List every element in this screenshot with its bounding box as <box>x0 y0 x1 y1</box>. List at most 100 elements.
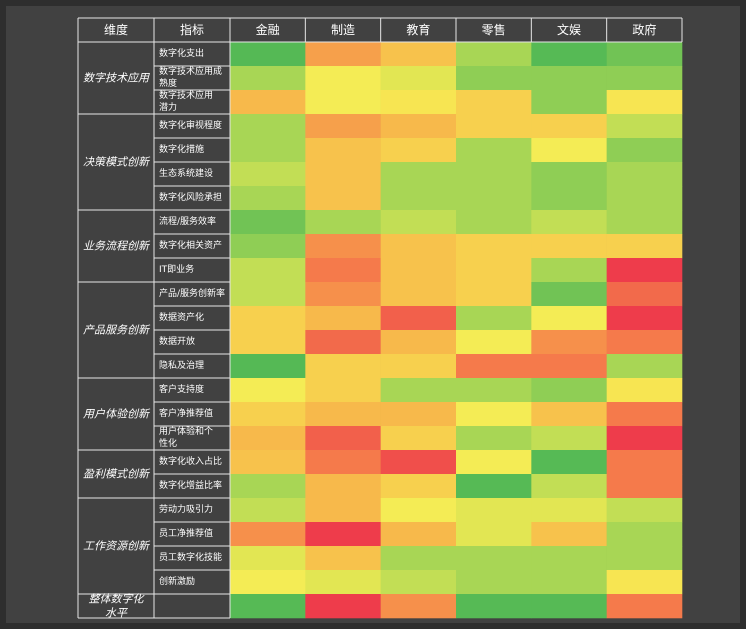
indicator-label-6-1: 数字化收入占比 <box>159 455 222 467</box>
heatmap-cell-2-4-5 <box>531 186 607 211</box>
heatmap-cell-8-1-2 <box>305 594 381 619</box>
column-header-1: 金融 <box>256 22 280 37</box>
heatmap-cell-7-3-3 <box>380 546 457 571</box>
dimension-label-4: 产品服务创新 <box>83 324 151 337</box>
indicator-label-7-3: 员工数字化技能 <box>159 551 222 563</box>
heatmap-cell-5-2-1 <box>230 402 306 427</box>
heatmap-cell-4-4-2 <box>305 354 381 379</box>
heatmap-cell-6-1-6 <box>606 450 683 475</box>
indicator-label-2-2: 数字化措施 <box>159 143 204 155</box>
column-header-3: 教育 <box>406 22 430 37</box>
heatmap-cell-2-4-6 <box>606 186 683 211</box>
heatmap-cell-1-1-3 <box>380 42 457 67</box>
heatmap-cell-3-1-6 <box>606 210 683 235</box>
heatmap-cell-1-3-5 <box>531 90 607 115</box>
heatmap-cell-7-1-1 <box>230 498 306 523</box>
heatmap-cell-5-3-1 <box>230 426 306 451</box>
heatmap-cell-6-1-2 <box>305 450 381 475</box>
dimension-label-3: 业务流程创新 <box>83 240 151 253</box>
heatmap-cell-1-2-5 <box>531 66 607 91</box>
heatmap-cell-1-3-3 <box>380 90 457 115</box>
heatmap-cell-6-1-1 <box>230 450 306 475</box>
indicator-label-5-2: 客户净推荐值 <box>159 407 213 419</box>
heatmap-cell-2-3-1 <box>230 162 306 187</box>
heatmap-cell-7-4-2 <box>305 570 381 595</box>
heatmap-cell-3-1-2 <box>305 210 381 235</box>
heatmap-cell-4-3-5 <box>531 330 607 355</box>
heatmap-cell-5-3-6 <box>606 426 683 451</box>
heatmap-cell-3-3-6 <box>606 258 683 283</box>
heatmap-cell-3-3-5 <box>531 258 607 283</box>
column-header-4: 零售 <box>482 22 506 37</box>
heatmap-cell-8-1-3 <box>380 594 457 619</box>
heatmap-cell-5-1-4 <box>456 378 532 403</box>
heatmap-cell-3-2-3 <box>380 234 457 259</box>
indicator-label-4-3: 数据开放 <box>159 335 195 347</box>
heatmap-cell-2-3-5 <box>531 162 607 187</box>
heatmap-cell-2-1-1 <box>230 114 306 139</box>
heatmap-cell-3-2-5 <box>531 234 607 259</box>
indicator-label-2-3: 生态系统建设 <box>159 167 213 179</box>
indicator-label-2-4: 数字化风险承担 <box>159 191 222 203</box>
heatmap-cell-1-1-5 <box>531 42 607 67</box>
heatmap-cell-3-1-1 <box>230 210 306 235</box>
indicator-label-5-1: 客户支持度 <box>159 383 204 395</box>
header-indicator: 指标 <box>180 22 204 37</box>
heatmap-cell-4-3-2 <box>305 330 381 355</box>
indicator-label-4-1: 产品/服务创新率 <box>159 287 225 299</box>
heatmap-cell-2-3-4 <box>456 162 532 187</box>
heatmap-cell-4-2-4 <box>456 306 532 331</box>
heatmap-cell-3-3-4 <box>456 258 532 283</box>
heatmap-cell-6-2-1 <box>230 474 306 499</box>
heatmap-cell-1-3-1 <box>230 90 306 115</box>
chart-frame: 维度 指标 金融 制造 教育 零售 文娱 政府 数字化支出 数字技术应用成 熟度 数字技术应用 潜力 数字… <box>6 6 740 623</box>
indicator-label-1-3-line-2: 潜力 <box>159 101 177 113</box>
heatmap-cell-2-2-3 <box>380 138 457 163</box>
heatmap-cell-5-1-3 <box>380 378 457 403</box>
heatmap-cell-2-1-6 <box>606 114 683 139</box>
heatmap-cell-4-2-2 <box>305 306 381 331</box>
heatmap-cell-7-2-5 <box>531 522 607 547</box>
dimension-label-7: 工作资源创新 <box>83 540 151 553</box>
heatmap-cell-3-2-4 <box>456 234 532 259</box>
heatmap-cell-2-4-1 <box>230 186 306 211</box>
column-header-5: 文娱 <box>557 22 581 37</box>
dimension-label-2: 决策模式创新 <box>83 156 151 169</box>
heatmap-cell-1-1-4 <box>456 42 532 67</box>
heatmap-cell-2-3-6 <box>606 162 683 187</box>
heatmap-cell-4-1-6 <box>606 282 683 307</box>
heatmap-cell-1-2-2 <box>305 66 381 91</box>
heatmap-cell-1-3-6 <box>606 90 683 115</box>
heatmap-cell-5-1-2 <box>305 378 381 403</box>
indicator-label-3-2: 数字化相关资产 <box>159 239 222 251</box>
heatmap-cell-1-2-3 <box>380 66 457 91</box>
heatmap-cell-6-1-4 <box>456 450 532 475</box>
indicator-label-7-4: 创新激励 <box>159 575 195 587</box>
heatmap-cell-3-1-5 <box>531 210 607 235</box>
heatmap-cell-2-3-2 <box>305 162 381 187</box>
heatmap-cell-5-1-6 <box>606 378 683 403</box>
dimension-label-8-line-2: 水平 <box>105 607 128 620</box>
heatmap-cell-6-1-5 <box>531 450 607 475</box>
heatmap-cell-7-4-6 <box>606 570 683 595</box>
header-dimension: 维度 <box>104 22 128 37</box>
heatmap-cell-4-3-4 <box>456 330 532 355</box>
heatmap-cell-2-4-3 <box>380 186 457 211</box>
heatmap-cell-2-2-4 <box>456 138 532 163</box>
heatmap-cell-4-4-3 <box>380 354 457 379</box>
heatmap-cell-7-3-4 <box>456 546 532 571</box>
heatmap-cell-3-1-3 <box>380 210 457 235</box>
heatmap-cell-5-3-3 <box>380 426 457 451</box>
indicator-label-1-1: 数字化支出 <box>159 47 204 59</box>
heatmap-cell-5-2-2 <box>305 402 381 427</box>
indicator-label-7-1: 劳动力吸引力 <box>159 503 213 515</box>
heatmap-cell-2-4-2 <box>305 186 381 211</box>
heatmap-cell-7-2-4 <box>456 522 532 547</box>
heatmap-cell-6-2-2 <box>305 474 381 499</box>
heatmap-cell-3-3-3 <box>380 258 457 283</box>
indicator-label-7-2: 员工净推荐值 <box>159 527 213 539</box>
heatmap-cell-1-2-1 <box>230 66 306 91</box>
heatmap-cell-7-1-2 <box>305 498 381 523</box>
heatmap-cell-4-2-5 <box>531 306 607 331</box>
heatmap-cell-3-2-1 <box>230 234 306 259</box>
